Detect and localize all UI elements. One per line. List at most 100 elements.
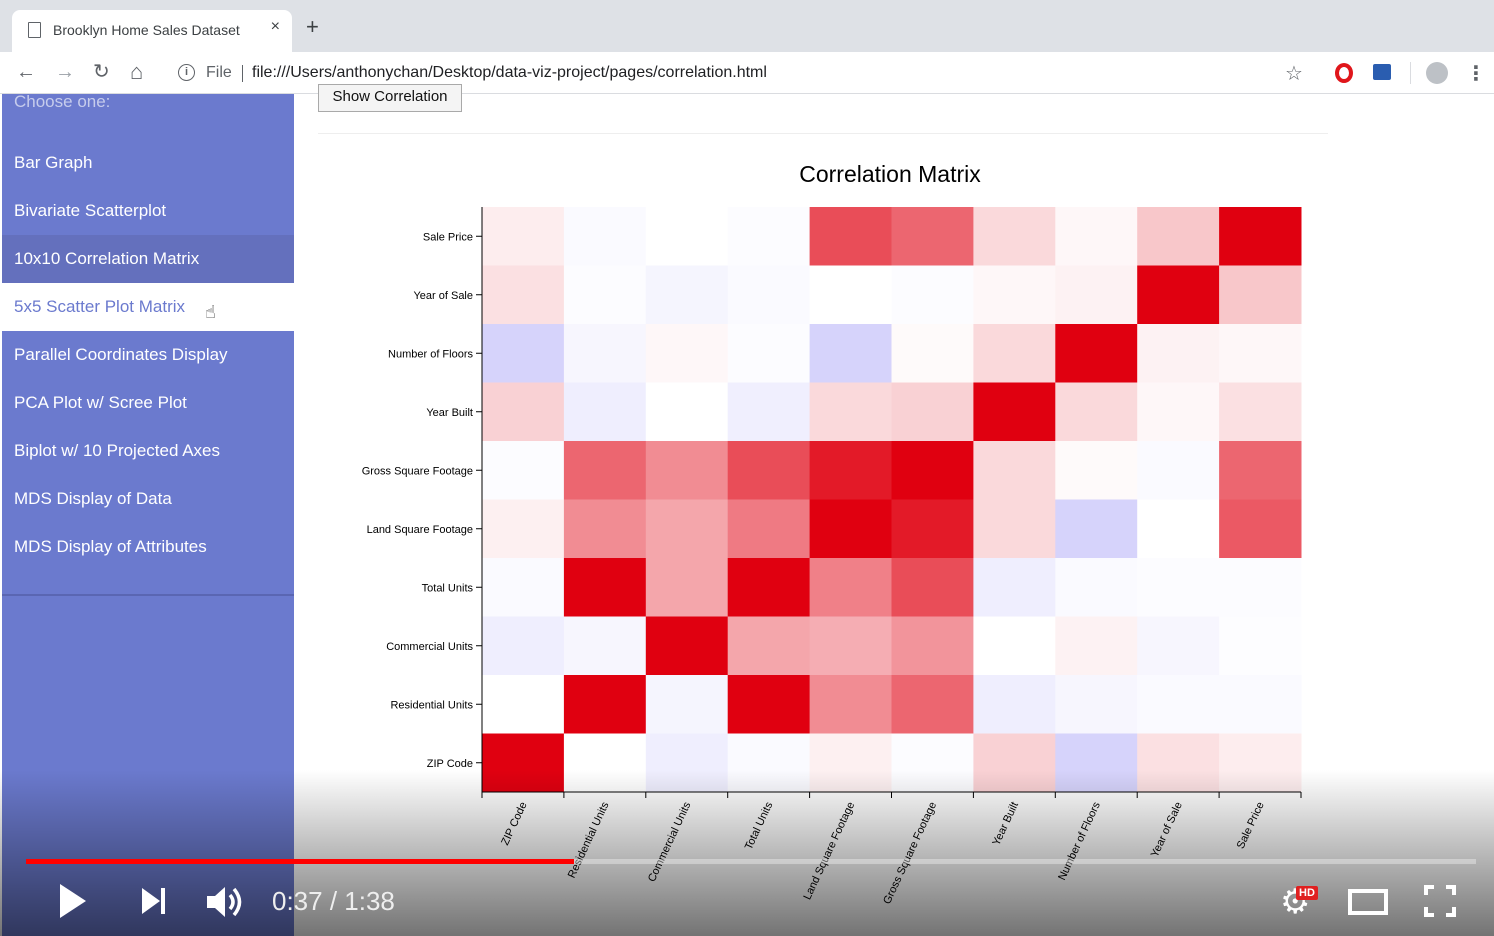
forward-icon[interactable]: → [55, 61, 75, 83]
theater-mode-icon[interactable] [1348, 889, 1388, 915]
sidebar-item-bivariate-scatterplot[interactable]: Bivariate Scatterplot [14, 201, 167, 220]
heatmap-cell [482, 499, 565, 559]
sidebar-item-parallel-coordinates[interactable]: Parallel Coordinates Display [14, 345, 228, 364]
toolbar-divider [1410, 62, 1411, 84]
heatmap-cell [891, 207, 974, 266]
heatmap-cell [973, 733, 1056, 793]
sidebar-item-mds-attributes[interactable]: MDS Display of Attributes [14, 537, 207, 556]
url-text[interactable]: file:///Users/anthonychan/Desktop/data-v… [252, 64, 767, 81]
close-tab-icon[interactable]: × [270, 18, 280, 35]
heatmap-cell [1137, 207, 1220, 266]
fullscreen-icon[interactable] [1424, 885, 1456, 917]
heatmap-cell [645, 207, 729, 266]
back-icon[interactable]: ← [16, 61, 36, 83]
heatmap-cell [563, 675, 647, 734]
document-icon [28, 22, 41, 38]
sidebar-divider [2, 594, 294, 596]
sidebar-item-scatter-plot-matrix[interactable]: 5x5 Scatter Plot Matrix [2, 283, 294, 331]
heatmap-cell [973, 441, 1056, 500]
browser-menu-icon[interactable]: ⋮ [1466, 63, 1486, 85]
browser-tabstrip: Brooklyn Home Sales Dataset × + [0, 0, 1494, 52]
heatmap-cell [1055, 207, 1138, 266]
heatmap-cell [482, 441, 565, 500]
heatmap-cell [973, 616, 1056, 676]
heatmap-cell [891, 441, 974, 500]
y-tick-label: Commercial Units [386, 641, 473, 653]
heatmap-cell [727, 324, 811, 383]
sidebar-item-correlation-matrix[interactable]: 10x10 Correlation Matrix [2, 235, 294, 283]
y-tick-label: Number of Floors [388, 348, 473, 360]
heatmap-cell [727, 675, 811, 734]
heatmap-cell [973, 324, 1056, 383]
heatmap-cell [973, 558, 1056, 617]
heatmap-cell [1055, 675, 1138, 734]
next-icon[interactable] [142, 888, 166, 914]
heatmap-cell [482, 558, 565, 617]
heatmap-cell [1219, 499, 1302, 559]
heatmap-cell [727, 207, 811, 266]
heatmap-cell [1137, 616, 1220, 676]
heatmap-cell [482, 324, 565, 383]
heatmap-cell [645, 265, 729, 325]
heatmap-cell [482, 382, 565, 442]
heatmap-cell [891, 324, 974, 383]
heatmap-cell [809, 382, 892, 442]
show-correlation-button[interactable]: Show Correlation [318, 84, 462, 112]
opera-extension-icon[interactable] [1335, 63, 1353, 83]
x-tick-label: Land Square Footage [801, 800, 857, 902]
heatmap-cell [645, 558, 729, 617]
heatmap-cell [973, 675, 1056, 734]
heatmap-cell [891, 675, 974, 734]
heatmap-cell [563, 382, 647, 442]
heatmap-cell [1055, 558, 1138, 617]
x-tick-label: Gross Square Footage [881, 800, 939, 906]
y-tick-label: Land Square Footage [367, 524, 473, 536]
heatmap-cell [809, 265, 892, 325]
heatmap-cell [563, 207, 647, 266]
play-icon[interactable] [60, 884, 86, 918]
y-tick-label: Sale Price [423, 231, 473, 243]
heatmap-cell [645, 616, 729, 676]
home-icon[interactable]: ⌂ [130, 59, 144, 84]
heatmap-cell [1137, 675, 1220, 734]
heatmap-cell [563, 558, 647, 617]
content-divider [318, 133, 1328, 134]
heatmap-cell [891, 382, 974, 442]
x-tick-label: Total Units [743, 800, 776, 852]
heatmap-cell [1219, 733, 1302, 793]
heatmap-cell [645, 499, 729, 559]
new-tab-icon[interactable]: + [306, 14, 319, 39]
heatmap-cell [1137, 558, 1220, 617]
heatmap-cell [809, 616, 892, 676]
heatmap-cell [809, 558, 892, 617]
heatmap-cell [809, 499, 892, 559]
heatmap-cell [645, 441, 729, 500]
sidebar-item-mds-data[interactable]: MDS Display of Data [14, 489, 172, 508]
browser-tab[interactable]: Brooklyn Home Sales Dataset × [12, 10, 292, 52]
x-tick-label: Sale Price [1235, 800, 1267, 851]
progress-bar[interactable] [26, 859, 1476, 864]
heatmap-cell [1219, 382, 1302, 442]
reader-extension-icon[interactable] [1373, 64, 1391, 80]
heatmap-cell [727, 265, 811, 325]
sidebar-item-biplot[interactable]: Biplot w/ 10 Projected Axes [14, 441, 221, 460]
profile-avatar-icon[interactable] [1426, 62, 1448, 84]
bookmark-star-icon[interactable]: ☆ [1285, 63, 1303, 85]
heatmap-cell [1219, 207, 1302, 266]
reload-icon[interactable]: ↻ [93, 61, 110, 83]
heatmap-cell [1055, 499, 1138, 559]
heatmap-cell [482, 207, 565, 266]
heatmap-cell [891, 499, 974, 559]
x-tick-label: Year of Sale [1149, 800, 1185, 859]
time-separator: / [322, 886, 345, 916]
heatmap-cell [973, 499, 1056, 559]
sidebar-item-bar-graph[interactable]: Bar Graph [14, 153, 93, 172]
duration: 1:38 [344, 886, 395, 916]
heatmap-cell [1055, 441, 1138, 500]
heatmap-cell [727, 558, 811, 617]
site-info-icon[interactable]: i [178, 64, 195, 81]
sidebar-item-pca-plot[interactable]: PCA Plot w/ Scree Plot [14, 393, 187, 412]
address-bar[interactable]: i File file:///Users/anthonychan/Desktop… [168, 56, 1318, 90]
y-tick-label: Residential Units [390, 699, 473, 711]
volume-icon[interactable] [205, 884, 245, 920]
